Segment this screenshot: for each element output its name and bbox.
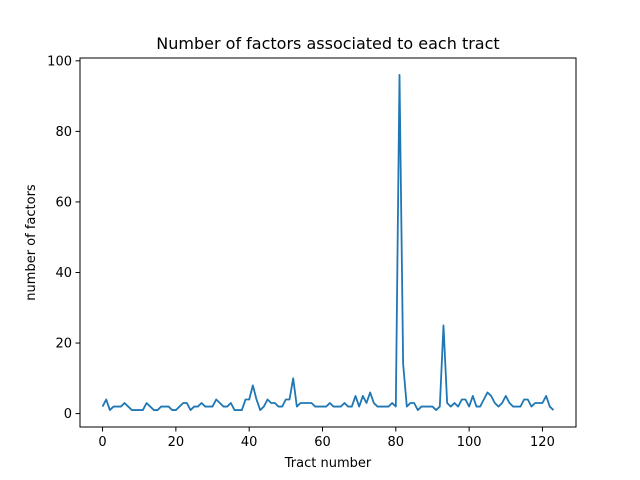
- x-tick-label: 20: [168, 435, 185, 450]
- x-tick-label: 60: [314, 435, 331, 450]
- x-tick-label: 0: [98, 435, 106, 450]
- x-tick-label: 120: [530, 435, 555, 450]
- x-tick-label: 100: [457, 435, 482, 450]
- chart-title: Number of factors associated to each tra…: [156, 34, 499, 53]
- plot-area: [101, 74, 555, 411]
- y-tick-label: 0: [64, 407, 72, 422]
- x-axis-ticks: 0 20 40 60 80 100 120: [98, 427, 555, 450]
- y-tick-label: 40: [55, 266, 72, 281]
- axes-frame: [79, 57, 577, 428]
- y-axis-ticks: 0 20 40 60 80 100: [47, 54, 80, 422]
- y-axis-label: number of factors: [24, 184, 39, 301]
- x-tick-label: 40: [241, 435, 258, 450]
- y-tick-label: 20: [55, 337, 72, 352]
- y-tick-label: 80: [55, 125, 72, 140]
- y-tick-label: 60: [55, 195, 72, 210]
- y-tick-label: 100: [47, 54, 72, 69]
- series-line-0: [101, 74, 555, 411]
- x-tick-label: 80: [388, 435, 405, 450]
- x-axis-label: Tract number: [284, 456, 372, 471]
